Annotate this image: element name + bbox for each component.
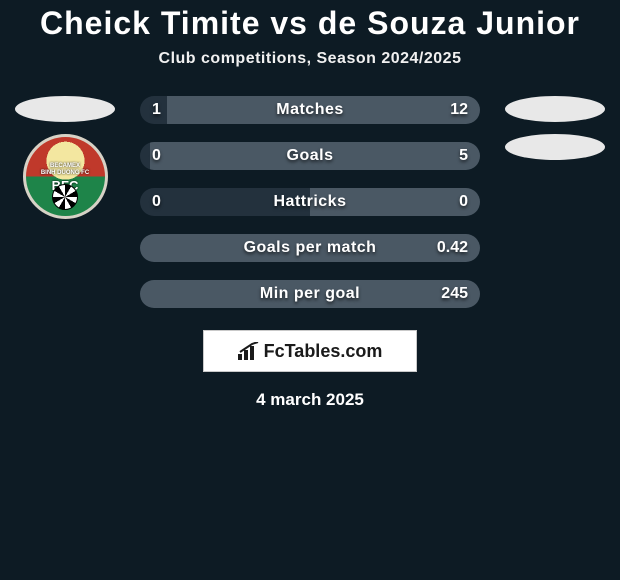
right-player-placeholder xyxy=(505,96,605,122)
left-player-placeholder xyxy=(15,96,115,122)
soccer-ball-icon xyxy=(52,184,78,210)
stat-bar-right-value: 0 xyxy=(459,188,468,216)
stat-bar-right-value: 245 xyxy=(441,280,468,308)
stat-bar-left-value: 0 xyxy=(152,188,161,216)
stat-bar-label: Min per goal xyxy=(140,280,480,308)
stat-bar-label: Matches xyxy=(140,96,480,124)
stat-bar-left-value: 1 xyxy=(152,96,161,124)
stat-bar: Hattricks0 0 xyxy=(140,188,480,216)
left-club-badge: BECAMEX BINH DUONG FC BFC xyxy=(23,134,108,219)
badge-line2: BINH DUONG FC xyxy=(41,170,89,176)
brand-box[interactable]: FcTables.com xyxy=(203,330,417,372)
stat-bar: Goals0 5 xyxy=(140,142,480,170)
stat-bar: Min per goal245 xyxy=(140,280,480,308)
stat-bar-label: Goals xyxy=(140,142,480,170)
comparison-stage: BECAMEX BINH DUONG FC BFC Matches1 12 Goal… xyxy=(0,96,620,308)
badge-line1: BECAMEX xyxy=(50,163,80,169)
stat-bar-left-value: 0 xyxy=(152,142,161,170)
page-title: Cheick Timite vs de Souza Junior xyxy=(0,0,620,42)
right-player-column xyxy=(500,96,610,160)
left-player-column: BECAMEX BINH DUONG FC BFC xyxy=(10,96,120,219)
stat-bar: Goals per match0.42 xyxy=(140,234,480,262)
stat-bar-right-value: 5 xyxy=(459,142,468,170)
date-label: 4 march 2025 xyxy=(0,390,620,410)
stat-bar-right-value: 12 xyxy=(450,96,468,124)
stat-bar-right-value: 0.42 xyxy=(437,234,468,262)
stat-bars: Matches112Goals05Hattricks00Goals per ma… xyxy=(140,96,480,308)
right-club-placeholder xyxy=(505,134,605,160)
stat-bar-label: Hattricks xyxy=(140,188,480,216)
brand-chart-icon xyxy=(238,342,260,360)
badge-text: BECAMEX BINH DUONG FC xyxy=(26,163,105,176)
stat-bar-label: Goals per match xyxy=(140,234,480,262)
page-subtitle: Club competitions, Season 2024/2025 xyxy=(0,50,620,68)
stat-bar: Matches1 12 xyxy=(140,96,480,124)
brand-label: FcTables.com xyxy=(264,341,383,362)
